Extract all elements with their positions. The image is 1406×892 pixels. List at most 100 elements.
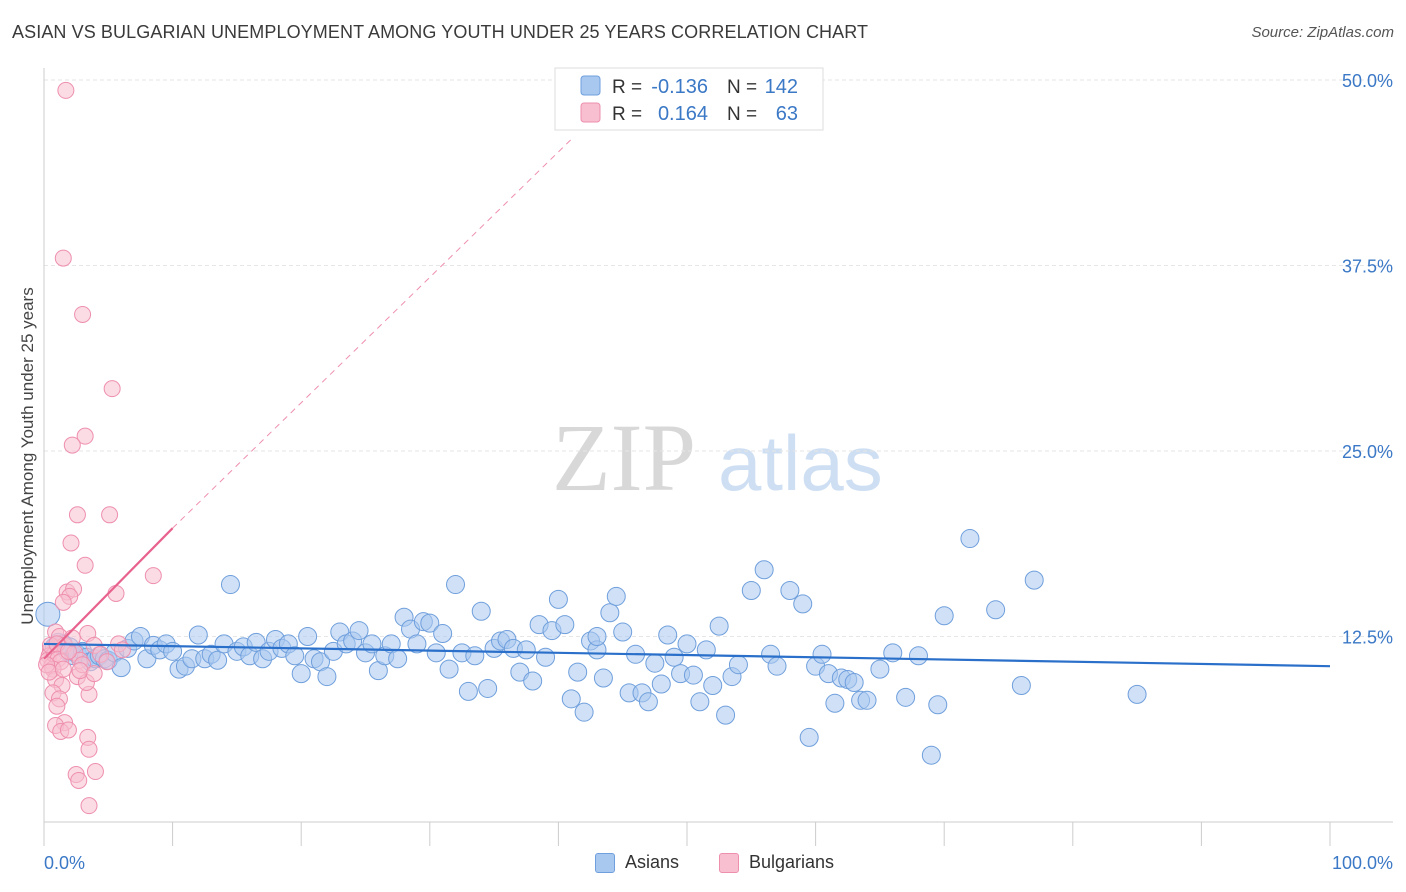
asian-point xyxy=(606,586,626,606)
y-tick-label: 12.5% xyxy=(1342,628,1393,648)
bulgarian-point xyxy=(80,797,98,815)
asian-point xyxy=(446,575,466,595)
asian-point xyxy=(388,649,408,669)
asian-point xyxy=(799,727,819,747)
legend-n-value-asian: 142 xyxy=(765,76,798,98)
legend-label-asians: Asians xyxy=(625,852,680,872)
legend-r-label-asian: R = xyxy=(612,77,642,98)
bulgarian-point xyxy=(76,556,94,574)
asian-point xyxy=(928,695,948,715)
asian-point xyxy=(1024,570,1044,590)
asian-point xyxy=(728,655,748,675)
legend-n-label-bulgarian: N = xyxy=(727,104,757,125)
bulgarian-point xyxy=(74,305,92,323)
bulgarian-point xyxy=(54,249,72,267)
asian-point xyxy=(291,664,311,684)
asian-point xyxy=(664,647,684,667)
asian-trend-line xyxy=(43,642,1331,668)
asian-point xyxy=(767,656,787,676)
asian-point xyxy=(561,689,581,709)
trend-lines xyxy=(43,139,1331,668)
asian-point xyxy=(921,745,941,765)
legend-n-label-asian: N = xyxy=(727,77,757,98)
asian-point xyxy=(516,640,536,660)
bulgarian-point xyxy=(68,506,86,524)
bulgarian-point xyxy=(59,721,77,739)
asian-point xyxy=(478,678,498,698)
legend-bottom: Asians Bulgarians xyxy=(0,852,1406,878)
bulgarian-point xyxy=(85,665,103,683)
bulgarian-point xyxy=(76,427,94,445)
asian-point xyxy=(825,693,845,713)
asian-point xyxy=(548,589,568,609)
legend-swatch-bulgarian xyxy=(580,102,601,123)
asian-point xyxy=(870,659,890,679)
bulgarian-point xyxy=(80,740,98,758)
asian-point xyxy=(934,606,954,626)
asian-point xyxy=(1011,675,1031,695)
bulgarian-points xyxy=(38,81,162,815)
asian-point xyxy=(574,702,594,722)
asian-point xyxy=(593,668,613,688)
asian-point xyxy=(754,560,774,580)
asian-point xyxy=(690,692,710,712)
legend-r-value-asian: -0.136 xyxy=(651,76,708,98)
asian-point xyxy=(426,643,446,663)
asian-point xyxy=(568,662,588,682)
asian-point xyxy=(317,667,337,687)
bulgarian-trend-line xyxy=(43,527,174,660)
bulgarian-point xyxy=(71,662,89,680)
legend-swatch-bulgarians xyxy=(719,852,739,873)
asian-point xyxy=(407,634,427,654)
chart-title: ASIAN VS BULGARIAN UNEMPLOYMENT AMONG YO… xyxy=(12,22,869,42)
watermark-atlas: atlas xyxy=(718,419,883,507)
y-tick-labels: 12.5% 25.0% 37.5% 50.0% xyxy=(1342,71,1393,648)
legend-item-bulgarians: Bulgarians xyxy=(719,852,834,873)
asian-point xyxy=(536,647,556,667)
asian-point xyxy=(298,627,318,646)
bulgarian-point xyxy=(40,663,58,681)
asian-point xyxy=(883,643,903,663)
asian-point xyxy=(349,621,369,641)
y-tick-label: 50.0% xyxy=(1342,71,1393,91)
bulgarian-point xyxy=(86,763,104,781)
axes xyxy=(43,68,1393,846)
asian-point xyxy=(458,681,478,701)
bulgarian-point xyxy=(103,380,121,398)
asian-point xyxy=(555,615,575,635)
asian-point xyxy=(709,616,729,636)
asian-point xyxy=(645,653,665,673)
bulgarian-point xyxy=(70,771,88,789)
asian-point xyxy=(613,622,633,642)
asian-point xyxy=(638,692,658,712)
bulgarian-point xyxy=(98,653,116,671)
asian-point xyxy=(658,625,678,645)
asian-point xyxy=(812,644,832,664)
y-tick-label: 37.5% xyxy=(1342,257,1393,277)
bulgarian-trend-extension xyxy=(172,139,572,529)
asian-point xyxy=(716,705,736,725)
x-tick-label-max: 100.0% xyxy=(1332,853,1393,873)
legend-swatch-asians xyxy=(595,852,615,873)
x-tick-labels: 0.0% 100.0% xyxy=(44,853,1393,873)
asian-point xyxy=(285,646,305,666)
asian-point xyxy=(741,580,761,600)
legend-swatch-asian xyxy=(580,75,601,96)
source-label: Source: ZipAtlas.com xyxy=(1251,24,1394,41)
legend-item-asians: Asians xyxy=(595,852,679,873)
bulgarian-point xyxy=(144,567,162,585)
legend-r-label-bulgarian: R = xyxy=(612,104,642,125)
y-tick-label: 25.0% xyxy=(1342,442,1393,462)
asian-point xyxy=(439,659,459,679)
asian-point xyxy=(600,603,620,623)
asian-point xyxy=(1127,684,1147,704)
asian-point xyxy=(35,601,61,627)
bulgarian-point xyxy=(54,593,72,611)
asian-point xyxy=(908,646,928,666)
asian-point xyxy=(986,600,1006,620)
legend-label-bulgarians: Bulgarians xyxy=(749,852,835,872)
asian-point xyxy=(465,646,485,666)
legend-r-value-bulgarian: 0.164 xyxy=(658,103,708,125)
asian-point xyxy=(703,675,723,695)
